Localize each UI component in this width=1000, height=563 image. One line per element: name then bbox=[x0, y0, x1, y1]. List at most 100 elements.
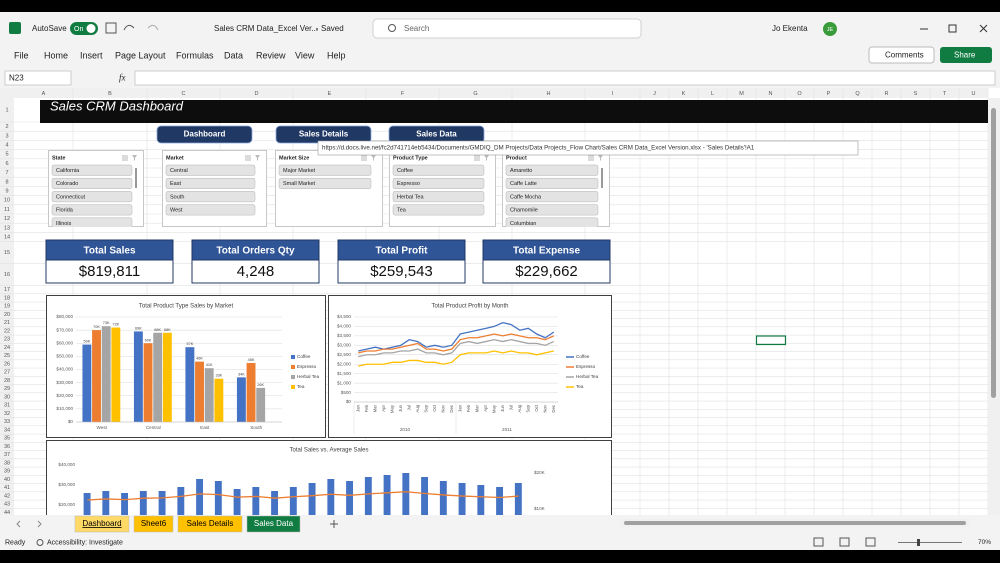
chart-title: Total Sales vs. Average Sales bbox=[290, 448, 369, 454]
column-header: M bbox=[739, 91, 744, 97]
row-header: 12 bbox=[4, 216, 10, 222]
slicer-item[interactable] bbox=[278, 177, 372, 189]
slicer-item[interactable] bbox=[392, 191, 485, 203]
restore-icon[interactable] bbox=[948, 24, 957, 33]
slicer-item[interactable] bbox=[278, 164, 372, 176]
slicer-title: Product bbox=[506, 155, 527, 161]
y-tick-label: $10,000 bbox=[56, 406, 73, 411]
slicer-item[interactable] bbox=[51, 177, 133, 189]
tab-scroll-left[interactable] bbox=[16, 520, 21, 528]
bar bbox=[82, 344, 92, 422]
ribbon-tab[interactable]: Help bbox=[327, 50, 346, 60]
ribbon-tab[interactable]: Review bbox=[256, 50, 286, 60]
slicer-item[interactable] bbox=[505, 164, 599, 176]
slicer-item[interactable] bbox=[505, 217, 599, 229]
y-tick-label: $70,000 bbox=[56, 327, 73, 332]
slicer-clear-icon[interactable] bbox=[132, 155, 137, 161]
slicer-item-label: Connecticut bbox=[56, 194, 86, 200]
slicer-scrollbar[interactable] bbox=[135, 168, 137, 188]
ribbon-tab[interactable]: Home bbox=[44, 50, 68, 60]
y-tick-label: $3,500 bbox=[337, 333, 351, 338]
slicer-item[interactable] bbox=[165, 204, 256, 216]
slicer-item[interactable] bbox=[392, 164, 485, 176]
vertical-scroll-thumb[interactable] bbox=[991, 108, 996, 398]
slicer-item-label: West bbox=[170, 208, 183, 214]
slicer-clear-icon[interactable] bbox=[371, 155, 376, 161]
x-tick-label: Jan bbox=[355, 404, 360, 412]
slicer-item[interactable] bbox=[505, 191, 599, 203]
formula-input[interactable] bbox=[134, 70, 996, 86]
slicer-item[interactable] bbox=[392, 204, 485, 216]
comments-button[interactable] bbox=[868, 46, 935, 64]
slicer-item-label: Illinois bbox=[56, 221, 72, 227]
slicer-item[interactable] bbox=[165, 164, 256, 176]
slicer-item[interactable] bbox=[51, 191, 133, 203]
y-tick-label: $0 bbox=[346, 399, 352, 404]
row-header: 10 bbox=[4, 198, 10, 204]
slicer-item[interactable] bbox=[165, 191, 256, 203]
row-header: 15 bbox=[4, 250, 10, 256]
data-label: 59K bbox=[83, 340, 90, 344]
tab-scroll-right[interactable] bbox=[37, 520, 42, 528]
x-tick-label: Jun bbox=[398, 404, 403, 412]
sheet-tab[interactable] bbox=[74, 515, 130, 533]
slicer-item[interactable] bbox=[165, 177, 256, 189]
bar bbox=[195, 361, 204, 422]
save-icon[interactable] bbox=[105, 22, 117, 34]
autosave-label: AutoSave bbox=[32, 24, 67, 33]
legend-label: Herbal Tea bbox=[576, 374, 599, 379]
row-header: 43 bbox=[4, 502, 10, 508]
sheet-tab-label: Dashboard bbox=[82, 519, 121, 528]
redo-icon[interactable] bbox=[147, 24, 159, 31]
normal-view-button[interactable] bbox=[813, 537, 824, 547]
slicer-clear-icon[interactable] bbox=[598, 155, 603, 161]
page-layout-button[interactable] bbox=[839, 537, 850, 547]
slicer-scrollbar[interactable] bbox=[601, 168, 603, 188]
y-tick-label: $50,000 bbox=[56, 354, 73, 359]
undo-icon[interactable] bbox=[123, 24, 135, 31]
name-box[interactable] bbox=[4, 70, 72, 86]
slicer-clear-icon[interactable] bbox=[255, 155, 260, 161]
search-box[interactable] bbox=[372, 18, 642, 39]
sheet-tab[interactable] bbox=[177, 515, 243, 533]
slicer-multiselect-icon[interactable] bbox=[245, 155, 251, 161]
status-accessibility[interactable]: Accessibility: Investigate bbox=[47, 539, 123, 546]
close-icon[interactable] bbox=[979, 24, 988, 33]
slicer-item[interactable] bbox=[51, 164, 133, 176]
page-break-button[interactable] bbox=[865, 537, 876, 547]
ribbon-tab[interactable]: Insert bbox=[80, 50, 103, 60]
horizontal-scroll-thumb[interactable] bbox=[624, 521, 966, 525]
slicer-item[interactable] bbox=[392, 177, 485, 189]
nav-button-label: Sales Details bbox=[299, 130, 349, 139]
slicer-title: Market bbox=[166, 155, 184, 161]
slicer-item[interactable] bbox=[51, 204, 133, 216]
ribbon-tab[interactable]: File bbox=[14, 50, 29, 60]
y-tick-label: $1,500 bbox=[337, 371, 351, 376]
slicer-multiselect-icon[interactable] bbox=[588, 155, 594, 161]
ribbon-tab[interactable]: Page Layout bbox=[115, 50, 166, 60]
column-header: I bbox=[612, 91, 614, 97]
zoom-level[interactable]: 70% bbox=[978, 539, 991, 546]
ribbon-tab[interactable]: Data bbox=[224, 50, 243, 60]
zoom-thumb[interactable] bbox=[917, 539, 920, 546]
separator-dot bbox=[316, 28, 318, 30]
chart-frame bbox=[328, 295, 612, 438]
slicer-multiselect-icon[interactable] bbox=[122, 155, 128, 161]
nav-button[interactable] bbox=[156, 125, 253, 144]
data-label: 68K bbox=[164, 328, 171, 332]
slicer-clear-icon[interactable] bbox=[484, 155, 489, 161]
row-header: 40 bbox=[4, 477, 10, 483]
slicer-multiselect-icon[interactable] bbox=[361, 155, 367, 161]
ribbon-tab[interactable]: View bbox=[295, 50, 315, 60]
selected-cell[interactable] bbox=[755, 335, 787, 346]
sheet-tab[interactable] bbox=[133, 515, 174, 533]
add-sheet-button[interactable] bbox=[330, 520, 338, 528]
ribbon-tab[interactable]: Formulas bbox=[176, 50, 214, 60]
user-avatar[interactable] bbox=[823, 22, 837, 36]
slicer-item[interactable] bbox=[51, 217, 133, 229]
share-button[interactable] bbox=[940, 47, 992, 63]
slicer-item[interactable] bbox=[505, 204, 599, 216]
sheet-tab[interactable] bbox=[246, 515, 301, 533]
slicer-item[interactable] bbox=[505, 177, 599, 189]
slicer-multiselect-icon[interactable] bbox=[474, 155, 480, 161]
